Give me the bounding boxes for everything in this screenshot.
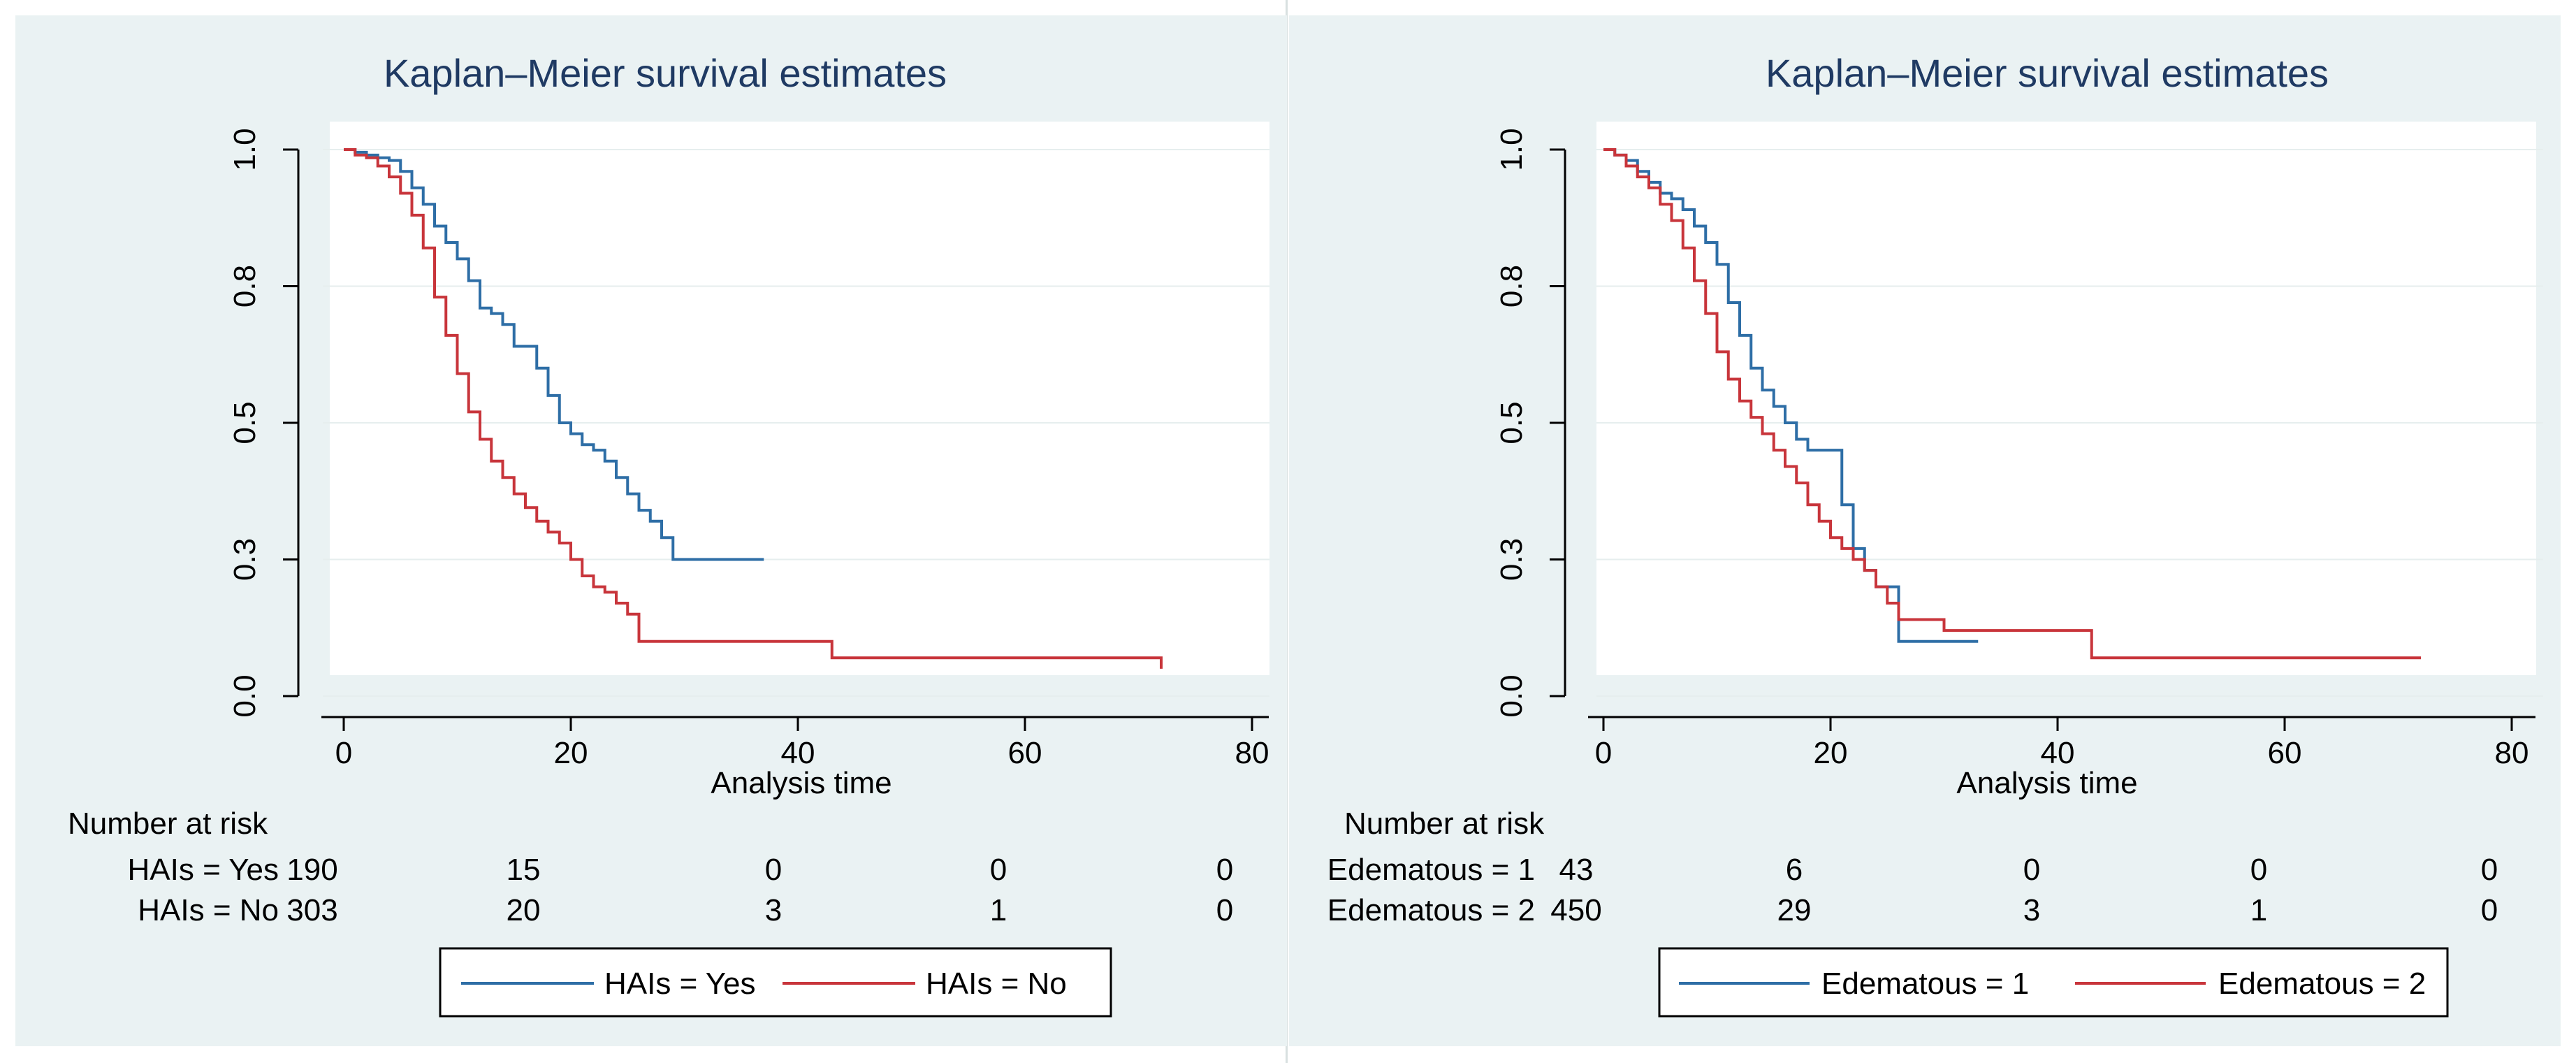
- risk-row-label: HAIs = No: [138, 893, 279, 927]
- risk-table-title: Number at risk: [1344, 807, 1545, 841]
- x-tick-label: 0: [335, 736, 352, 770]
- km-chart-panel-hais: Kaplan–Meier survival estimates 0.0 0.3 0.…: [15, 15, 1287, 1046]
- risk-value: 43: [1559, 853, 1594, 887]
- x-tick-label: 80: [2495, 736, 2529, 770]
- risk-value: 3: [765, 893, 782, 927]
- risk-value: 0: [2023, 853, 2040, 887]
- legend: Edematous = 1 Edematous = 2: [1658, 947, 2449, 1018]
- risk-row-label: HAIs = Yes: [128, 853, 279, 887]
- x-tick-label: 40: [2041, 736, 2075, 770]
- plot-area: [1596, 122, 2536, 675]
- risk-value: 450: [1550, 893, 1601, 927]
- risk-value: 0: [1216, 853, 1233, 887]
- risk-value: 0: [2481, 853, 2498, 887]
- risk-value: 15: [507, 853, 541, 887]
- y-tick-label: 0.8: [1494, 265, 1529, 308]
- km-chart-svg: Kaplan–Meier survival estimates 0.00.30.…: [68, 51, 1269, 1018]
- x-axis-ticks: 0 20 40 60 80: [335, 717, 1269, 770]
- grid-lines: [1596, 149, 2543, 697]
- risk-value: 6: [1786, 853, 1803, 887]
- survival-curve-series-2: [1603, 148, 2421, 660]
- x-tick-label: 40: [781, 736, 815, 770]
- km-chart-panel-edematous: Kaplan–Meier survival estimates 0.0 0.3 0.…: [1289, 15, 2561, 1046]
- y-tick-label: 0.3: [228, 538, 262, 581]
- survival-curves: [344, 148, 1163, 669]
- risk-value: 1: [990, 893, 1007, 927]
- y-tick-label: 0.5: [1494, 401, 1529, 444]
- legend-label-series-2: Edematous = 2: [2218, 967, 2426, 1001]
- survival-curve-series-1: [344, 148, 764, 561]
- km-chart-svg: Kaplan–Meier survival estimates 0.00.30.…: [1327, 51, 2543, 1018]
- y-axis-ticks: 0.0 0.3 0.5 0.8 1.0: [228, 128, 298, 718]
- y-tick-label: 0.0: [228, 674, 262, 717]
- plot-area: [330, 122, 1269, 675]
- risk-row-label: Edematous = 2: [1327, 893, 1535, 927]
- x-axis-label: Analysis time: [711, 766, 892, 800]
- risk-table-title: Number at risk: [68, 807, 268, 841]
- survival-curve-series-2: [344, 148, 1163, 669]
- legend-label-series-1: Edematous = 1: [1821, 967, 2029, 1001]
- x-axis-label: Analysis time: [1956, 766, 2137, 800]
- chart-title: Kaplan–Meier survival estimates: [384, 51, 947, 95]
- risk-value: 3: [2023, 893, 2040, 927]
- legend-label-series-1: HAIs = Yes: [604, 967, 755, 1001]
- y-axis-ticks: 0.0 0.3 0.5 0.8 1.0: [1494, 128, 1565, 718]
- y-tick-label: 0.8: [228, 265, 262, 308]
- risk-value: 29: [1777, 893, 1812, 927]
- risk-value: 1: [2250, 893, 2267, 927]
- risk-value: 303: [286, 893, 337, 927]
- legend: HAIs = Yes HAIs = No: [439, 947, 1112, 1018]
- y-tick-label: 0.5: [228, 401, 262, 444]
- risk-value: 190: [286, 853, 337, 887]
- x-tick-label: 60: [2268, 736, 2302, 770]
- x-tick-label: 20: [554, 736, 588, 770]
- y-tick-label: 1.0: [1494, 128, 1529, 171]
- risk-value: 0: [2250, 853, 2267, 887]
- risk-value: 20: [507, 893, 541, 927]
- x-tick-label: 80: [1235, 736, 1269, 770]
- risk-value: 0: [2481, 893, 2498, 927]
- x-tick-label: 0: [1595, 736, 1612, 770]
- risk-value: 0: [990, 853, 1007, 887]
- chart-title: Kaplan–Meier survival estimates: [1766, 51, 2329, 95]
- y-tick-label: 0.3: [1494, 538, 1529, 581]
- x-tick-label: 20: [1814, 736, 1848, 770]
- y-tick-label: 1.0: [228, 128, 262, 171]
- legend-label-series-2: HAIs = No: [926, 967, 1067, 1001]
- x-axis-ticks: 0 20 40 60 80: [1595, 717, 2529, 770]
- risk-value: 0: [1216, 893, 1233, 927]
- risk-value: 0: [765, 853, 782, 887]
- x-tick-label: 60: [1008, 736, 1042, 770]
- survival-curves: [1603, 148, 2421, 660]
- y-tick-label: 0.0: [1494, 674, 1529, 717]
- risk-row-label: Edematous = 1: [1327, 853, 1535, 887]
